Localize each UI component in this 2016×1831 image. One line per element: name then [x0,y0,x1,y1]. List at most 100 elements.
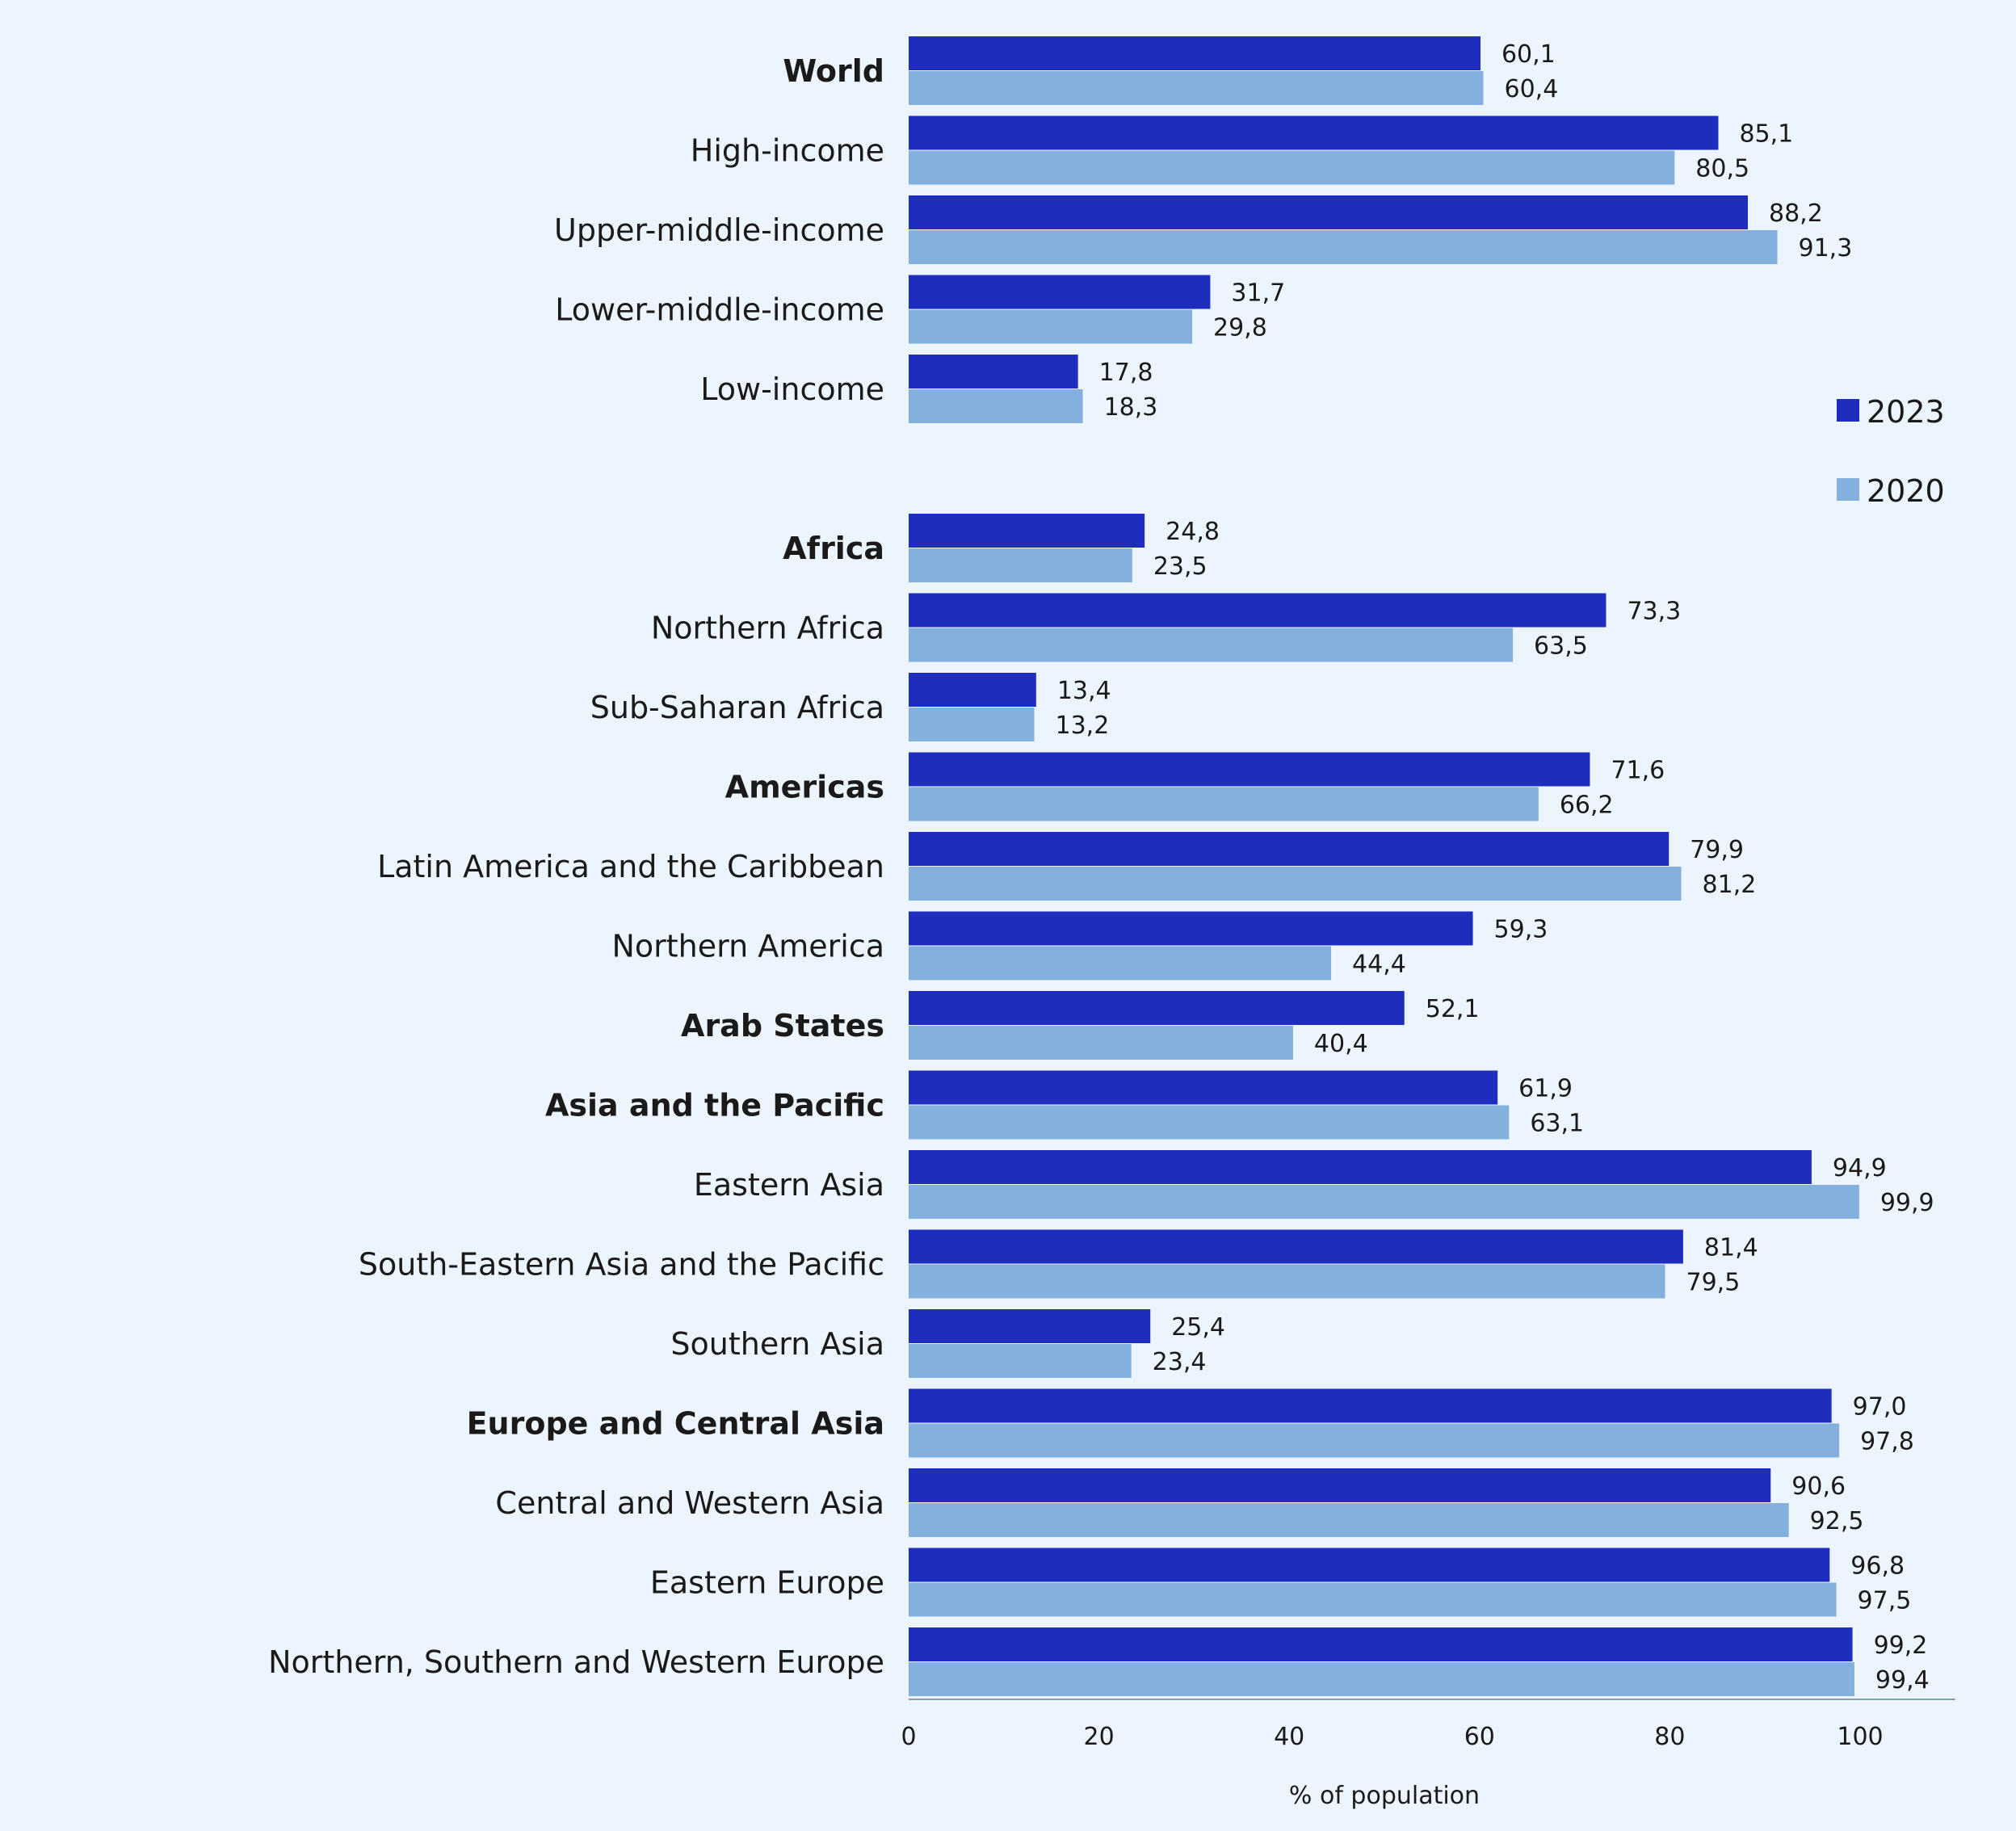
bar-2020-northern-america [909,946,1332,981]
category-label-asia-and-the-pacific: Asia and the Pacific [545,1088,884,1123]
bar-2023-northern-africa [909,593,1606,628]
category-label-northern-america: Northern America [611,929,884,964]
bar-2023-africa [909,514,1145,548]
bar-2023-northern-southern-and-western-europe [909,1627,1853,1661]
value-label-2023-upper-middle-income: 88,2 [1769,199,1823,228]
bar-2020-sub-saharan-africa [909,708,1035,741]
value-label-2020-central-and-western-asia: 92,5 [1810,1507,1864,1535]
category-label-high-income: High-income [691,133,884,169]
value-label-2020-latin-america-and-the-caribbean: 81,2 [1703,871,1757,899]
bar-2020-latin-america-and-the-caribbean [909,867,1682,901]
value-label-2023-northern-southern-and-western-europe: 99,2 [1874,1632,1928,1660]
bar-2020-low-income [909,389,1083,423]
category-labels: World High-income Upper-middle-income Lower… [268,53,884,1680]
category-label-arab-states: Arab States [681,1008,884,1044]
legend-label-2023: 2023 [1867,394,1945,430]
category-label-eastern-europe: Eastern Europe [650,1565,884,1601]
legend-swatch-2023 [1837,399,1859,422]
value-label-2023-arab-states: 52,1 [1426,995,1480,1023]
category-label-africa: Africa [783,531,884,566]
category-label-world: World [783,53,884,89]
bar-2023-asia-and-the-pacific [909,1070,1498,1105]
value-label-2023-eastern-asia: 94,9 [1833,1154,1887,1182]
bar-2023-northern-america [909,911,1473,946]
value-label-2020-northern-southern-and-western-europe: 99,4 [1875,1666,1930,1695]
bar-2020-americas [909,787,1539,821]
value-label-2023-lower-middle-income: 31,7 [1231,279,1285,308]
category-label-americas: Americas [725,770,884,805]
x-tick-20: 20 [1084,1723,1115,1751]
bar-2023-southern-asia [909,1309,1151,1343]
bar-2023-central-and-western-asia [909,1468,1771,1502]
category-label-northern-southern-and-western-europe: Northern, Southern and Western Europe [268,1644,884,1680]
bar-2020-southern-asia [909,1344,1132,1378]
value-label-2023-world: 60,1 [1502,40,1556,69]
bar-2020-high-income [909,150,1675,185]
value-label-2020-southern-asia: 23,4 [1153,1348,1207,1376]
category-label-europe-and-central-asia: Europe and Central Asia [467,1406,884,1442]
value-label-2020-low-income: 18,3 [1104,393,1158,422]
bar-2020-northern-africa [909,628,1514,662]
bar-2020-eastern-asia [909,1185,1859,1219]
value-label-2023-southern-asia: 25,4 [1171,1313,1225,1342]
bar-2023-sub-saharan-africa [909,673,1036,707]
category-label-sub-saharan-africa: Sub-Saharan Africa [590,690,884,725]
bar-2020-central-and-western-asia [909,1503,1789,1537]
value-label-2020-world: 60,4 [1505,75,1559,103]
bar-2023-high-income [909,115,1719,150]
value-label-2020-upper-middle-income: 91,3 [1799,234,1853,262]
category-label-upper-middle-income: Upper-middle-income [554,212,884,248]
legend-swatch-2020 [1837,478,1859,501]
value-label-2020-sub-saharan-africa: 13,2 [1055,712,1109,740]
value-label-2020-americas: 66,2 [1560,792,1614,820]
bar-2023-americas [909,752,1590,787]
bar-2023-world [909,36,1480,70]
bar-2020-south-eastern-asia-and-the-pacific [909,1264,1665,1299]
value-label-2023-sub-saharan-africa: 13,4 [1057,677,1111,705]
value-label-2023-northern-america: 59,3 [1494,916,1548,944]
bar-2020-arab-states [909,1026,1293,1060]
category-label-northern-africa: Northern Africa [651,611,884,646]
bar-2023-arab-states [909,991,1405,1025]
x-tick-labels: 0 20 40 60 80 100 [901,1723,1883,1751]
value-label-2023-high-income: 85,1 [1739,120,1793,149]
value-label-2023-latin-america-and-the-caribbean: 79,9 [1690,836,1744,864]
category-label-south-eastern-asia-and-the-pacific: South-Eastern Asia and the Pacific [359,1247,884,1283]
category-label-southern-asia: Southern Asia [670,1326,884,1362]
x-tick-100: 100 [1837,1723,1883,1751]
bar-2020-lower-middle-income [909,309,1193,344]
value-label-2020-high-income: 80,5 [1695,155,1749,183]
value-label-2020-northern-america: 44,4 [1352,951,1406,979]
bar-2023-eastern-asia [909,1150,1812,1184]
bar-2020-upper-middle-income [909,230,1778,264]
value-label-2023-eastern-europe: 96,8 [1850,1552,1905,1581]
value-label-2020-arab-states: 40,4 [1314,1030,1368,1058]
category-label-low-income: Low-income [700,372,884,407]
category-label-lower-middle-income: Lower-middle-income [555,292,884,328]
bar-2023-latin-america-and-the-caribbean [909,832,1670,866]
legend: 2023 2020 [1837,394,1945,509]
value-label-2020-eastern-europe: 97,5 [1858,1587,1912,1615]
value-label-2023-northern-africa: 73,3 [1627,598,1681,626]
x-tick-0: 0 [901,1723,916,1751]
value-label-2023-americas: 71,6 [1611,757,1665,785]
x-axis-label: % of population [1289,1782,1480,1810]
value-label-2023-africa: 24,8 [1166,518,1220,546]
bar-2020-northern-southern-and-western-europe [909,1662,1854,1696]
value-label-2023-central-and-western-asia: 90,6 [1791,1472,1846,1501]
bar-2023-upper-middle-income [909,195,1748,229]
value-label-2023-south-eastern-asia-and-the-pacific: 81,4 [1704,1234,1758,1262]
value-label-2020-asia-and-the-pacific: 63,1 [1530,1110,1584,1138]
bars-group [909,36,1859,1696]
bar-2020-asia-and-the-pacific [909,1105,1510,1140]
value-label-2020-africa: 23,5 [1153,552,1208,581]
category-label-latin-america-and-the-caribbean: Latin America and the Caribbean [377,849,884,884]
category-label-eastern-asia: Eastern Asia [694,1167,884,1203]
bar-2020-africa [909,548,1132,582]
legend-label-2020: 2020 [1867,473,1945,509]
value-label-2020-eastern-asia: 99,9 [1880,1189,1934,1217]
value-label-2020-south-eastern-asia-and-the-pacific: 79,5 [1686,1269,1741,1297]
bar-2023-south-eastern-asia-and-the-pacific [909,1229,1683,1264]
value-labels: 60,1 60,4 85,1 80,5 88,2 91,3 31,7 29,8 17,8 18,3… [1055,40,1934,1695]
